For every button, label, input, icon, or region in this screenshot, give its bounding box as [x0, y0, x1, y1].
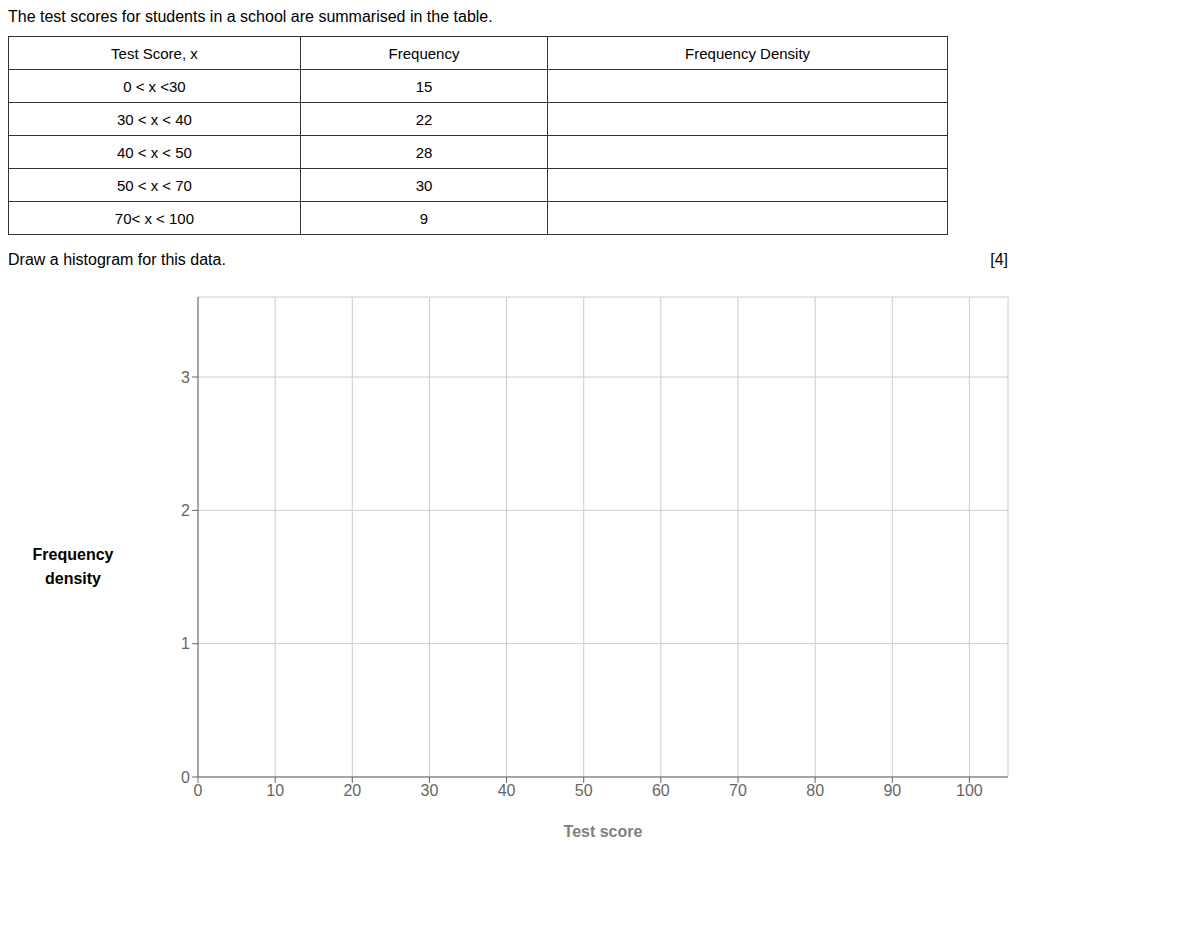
svg-text:20: 20 [343, 782, 361, 799]
html-text:28: 28 [415, 143, 433, 161]
html-text:Test Score, x: Test Score, x [111, 44, 198, 62]
svg-text:30: 30 [421, 782, 439, 799]
html-text:30 < x < 40: 30 < x < 40 [116, 110, 192, 128]
html-text:22: 22 [415, 110, 433, 128]
html-text:The test scores for students i: The test scores for students in a school… [8, 8, 493, 25]
html-text:9: 9 [419, 209, 429, 227]
html-text:40 < x < 50: 40 < x < 50 [116, 143, 192, 161]
html-text:70< x < 100: 70< x < 100 [114, 209, 194, 227]
svg-text:70: 70 [729, 782, 747, 799]
svg-text:3: 3 [181, 369, 190, 386]
svg-text:80: 80 [806, 782, 824, 799]
svg-text:60: 60 [652, 782, 670, 799]
svg-text:2: 2 [181, 502, 190, 519]
html-text:[4]: [4] [990, 251, 1008, 268]
svg-text:Test score: Test score [564, 823, 643, 840]
svg-text:100: 100 [956, 782, 983, 799]
html-text:Frequency Density: Frequency Density [685, 44, 811, 62]
html-text:50 < x < 70: 50 < x < 70 [116, 176, 192, 194]
svg-text:90: 90 [883, 782, 901, 799]
html-text:0 < x <30: 0 < x <30 [123, 77, 186, 95]
html-text:30: 30 [415, 176, 433, 194]
svg-text:40: 40 [498, 782, 516, 799]
html-text:15: 15 [415, 77, 433, 95]
svg-text:50: 50 [575, 782, 593, 799]
html-text:Frequency density: Frequency density [32, 546, 114, 587]
svg-text:0: 0 [194, 782, 203, 799]
html-text:Frequency: Frequency [388, 44, 460, 62]
html-text:Draw a histogram for this data: Draw a histogram for this data. [8, 251, 226, 268]
svg-text:0: 0 [181, 769, 190, 786]
svg-text:1: 1 [181, 635, 190, 652]
svg-text:10: 10 [266, 782, 284, 799]
